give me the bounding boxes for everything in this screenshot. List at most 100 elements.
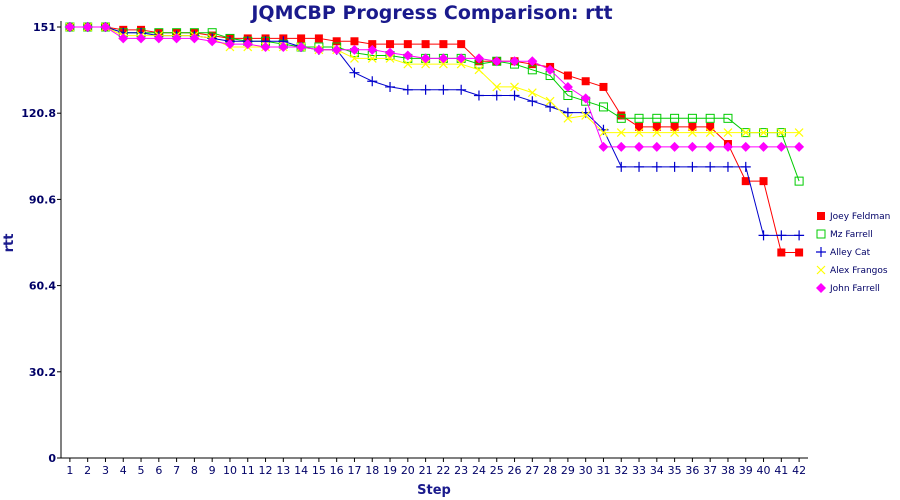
data-point (278, 41, 289, 52)
x-tick-label: 23 (454, 464, 468, 477)
data-point (456, 84, 467, 95)
plot-area (60, 21, 808, 459)
data-point (313, 44, 324, 55)
legend-marker (817, 212, 825, 220)
series-layer (64, 22, 805, 257)
data-point (386, 40, 395, 49)
data-point (599, 128, 608, 138)
x-tick-label: 38 (721, 464, 735, 477)
x-tick-label: 40 (757, 464, 771, 477)
x-tick-label: 5 (138, 464, 145, 477)
data-point (350, 37, 359, 46)
data-point (403, 59, 413, 69)
data-point (687, 113, 697, 123)
x-tick-label: 19 (383, 464, 397, 477)
data-point (421, 59, 431, 69)
x-tick-label: 17 (347, 464, 361, 477)
x-tick-label: 31 (596, 464, 610, 477)
data-point (367, 53, 377, 63)
data-point (492, 82, 502, 92)
data-point (776, 128, 786, 138)
data-point (64, 22, 75, 32)
data-point (420, 53, 431, 64)
x-tick-label: 39 (739, 464, 753, 477)
data-point (616, 141, 627, 152)
data-point (456, 53, 467, 64)
data-point (314, 34, 323, 43)
legend-item: Mz Farrell (816, 229, 873, 240)
data-point (652, 113, 662, 123)
legend-label: Mz Farrell (830, 230, 873, 240)
data-point (669, 161, 680, 172)
series-line (69, 26, 800, 134)
legend-marker (816, 229, 826, 239)
data-point (688, 122, 697, 131)
data-point (350, 53, 359, 63)
x-tick-label: 25 (490, 464, 504, 477)
x-tick-label: 26 (508, 464, 522, 477)
data-point (705, 128, 715, 138)
data-point (705, 113, 715, 123)
data-point (634, 128, 644, 138)
data-point (581, 111, 591, 120)
data-point (260, 41, 271, 52)
x-tick-label: 15 (312, 464, 326, 477)
data-point (171, 33, 182, 44)
legend-item: Alley Cat (816, 247, 871, 258)
y-tick-label: 120.8 (21, 107, 56, 120)
data-point (402, 84, 413, 95)
data-point (510, 82, 519, 92)
data-point (581, 77, 590, 86)
data-point (545, 101, 556, 112)
data-point (687, 128, 697, 138)
series-line (69, 26, 800, 182)
data-point (368, 40, 377, 49)
data-point (652, 128, 662, 138)
data-point (153, 33, 164, 44)
data-point (509, 56, 520, 67)
data-point (776, 141, 787, 152)
data-point (794, 141, 805, 152)
data-point (438, 53, 449, 64)
data-point (777, 248, 786, 257)
x-tick-label: 29 (561, 464, 575, 477)
data-point (242, 39, 253, 50)
data-point (118, 33, 129, 44)
data-point (491, 56, 502, 67)
data-point (598, 102, 608, 112)
x-tick-label: 35 (668, 464, 682, 477)
data-point (617, 111, 626, 120)
series-1 (65, 22, 804, 186)
data-point (722, 141, 733, 152)
data-point (616, 113, 626, 123)
data-point (687, 141, 698, 152)
data-point (349, 44, 360, 55)
data-point (598, 141, 609, 152)
legend-marker (816, 247, 826, 257)
data-point (741, 177, 750, 186)
data-point (706, 122, 715, 131)
data-point (651, 161, 662, 172)
x-axis-label: Step (417, 483, 451, 498)
y-tick-label: 60.4 (29, 280, 56, 293)
data-point (562, 107, 573, 118)
data-point (759, 128, 768, 138)
data-point (420, 84, 431, 95)
x-tick-label: 33 (632, 464, 646, 477)
data-point (224, 39, 235, 50)
data-point (296, 41, 307, 52)
data-point (439, 40, 448, 49)
data-point (562, 81, 573, 92)
data-point (385, 53, 395, 63)
data-point (331, 44, 342, 55)
data-point (740, 161, 751, 172)
data-point (599, 82, 608, 91)
data-point (705, 141, 716, 152)
x-tick-label: 37 (703, 464, 717, 477)
data-point (456, 59, 466, 69)
x-tick-label: 14 (294, 464, 308, 477)
data-point (740, 141, 751, 152)
data-point (473, 53, 484, 64)
x-tick-label: 21 (419, 464, 433, 477)
data-point (545, 64, 556, 75)
